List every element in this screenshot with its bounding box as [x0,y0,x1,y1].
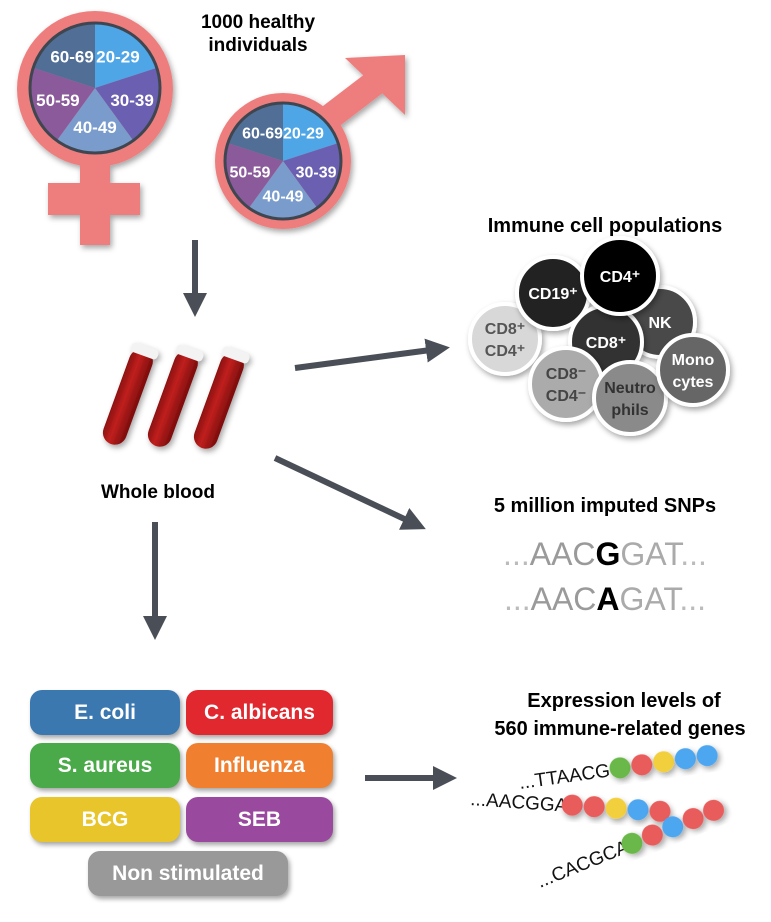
age-label: 40-49 [263,188,304,205]
age-label: 30-39 [296,164,337,181]
expression-bead [561,794,583,816]
pie-slice-20-29 [95,23,157,88]
age-label: 20-29 [283,125,324,142]
whole-blood-label: Whole blood [101,482,215,503]
age-label: 60-69 [242,125,283,142]
cell-CD8⁺-CD4⁺: CD8⁺ CD4⁺ [468,302,542,376]
expression-bead [583,796,605,818]
age-label: 30-39 [110,91,153,110]
snp-sequences: ...AACGGAT... ...AACAGAT... [503,536,707,617]
expression-bead [641,824,663,846]
gene-strand: ...AACGGAT [470,789,671,822]
expression-bead [631,754,653,776]
pie-slice-60-69 [227,103,283,161]
cell-label: CD4⁻ [546,388,586,405]
stimulus-non-stimulated: Non stimulated [88,851,288,896]
cell-label: phils [611,402,648,419]
pie-slice-60-69 [33,23,95,88]
cell-CD4⁺: CD4⁺ [580,236,660,316]
gene-strand: ...TTAACGG [518,745,718,794]
cell-label: Neutro [604,380,656,397]
cell-label: CD19⁺ [528,286,577,303]
expression-bead [649,800,671,822]
stimulus-bcg: BCG [30,797,180,842]
expression-title-line1: Expression levels of [527,690,721,712]
pie-border [223,101,343,221]
expression-title-line2: 560 immune-related genes [494,718,745,740]
snp-sequence: ...AACAGAT... [504,581,706,617]
pie-slice-50-59 [29,67,95,141]
pie-slice-40-49 [56,88,134,153]
expression-bead [682,808,704,830]
cell-Neutro-phils: Neutro phils [592,360,668,436]
age-label: 50-59 [229,164,270,181]
snp-sequence: ...AACGGAT... [503,536,707,572]
age-label: 20-29 [96,47,139,66]
cell-label: CD8⁺ [586,335,626,352]
cell-label: CD4⁺ [600,269,640,286]
cell-label: NK [648,315,672,332]
expression-bead [609,757,631,779]
age-label: 60-69 [50,47,93,66]
expression-bead [627,799,649,821]
expression-bead [703,799,725,821]
pie-slice-30-39 [283,143,341,208]
stimulus-influenza: Influenza [186,743,333,788]
pie-border [28,21,162,155]
age-label: 40-49 [73,118,116,137]
gene-sequence: ...TTAACGG [518,758,626,794]
cell-CD8⁻-CD4⁻: CD8⁻ CD4⁻ [528,346,604,422]
blood-tubes-icon [102,342,250,449]
cell-label: CD8⁺ [485,321,525,338]
immune-cells-title: Immune cell populations [488,215,722,237]
expression-bead [696,745,718,767]
gene-strands: ...TTAACGG...AACGGAT...CACGCAA [470,745,725,893]
cohort-title: 1000 healthy individuals [201,12,315,56]
snps-title: 5 million imputed SNPs [494,495,716,517]
immune-cell-cluster: CD8⁺ CD4⁺ CD19⁺ NK CD8⁺ CD4⁺ CD8⁻ CD4⁻ Neutro phi… [468,236,730,436]
female-age-pie: 20-29 30-39 40-49 50-59 60-69 [28,21,162,155]
cell-label: CD8⁻ [546,366,586,383]
pie-slice-30-39 [95,67,161,141]
cell-Mono-cytes: Mono cytes [656,333,730,407]
arrow-to-snps [273,455,426,530]
flow-arrows [143,240,457,790]
expression-bead [662,816,684,838]
cell-label: Mono [672,352,715,369]
cell-CD19⁺: CD19⁺ [515,255,591,331]
expression-bead [653,751,675,773]
expression-bead [674,748,696,770]
stimulus-s-aureus: S. aureus [30,743,180,788]
stimulus-seb: SEB [186,797,333,842]
pie-slice-20-29 [283,103,339,161]
age-label: 50-59 [36,91,79,110]
cell-label: CD4⁺ [485,343,525,360]
expression-bead [621,832,643,854]
male-age-pie: 20-29 30-39 40-49 50-59 60-69 [223,101,343,221]
pie-slice-40-49 [248,161,318,220]
stimulus-e-coli: E. coli [30,690,180,735]
stimulus-c-albicans: C. albicans [186,690,333,735]
expression-bead [605,797,627,819]
arrow-to-cells [294,338,450,371]
pie-slice-50-59 [224,143,283,208]
cell-label: cytes [673,374,714,391]
